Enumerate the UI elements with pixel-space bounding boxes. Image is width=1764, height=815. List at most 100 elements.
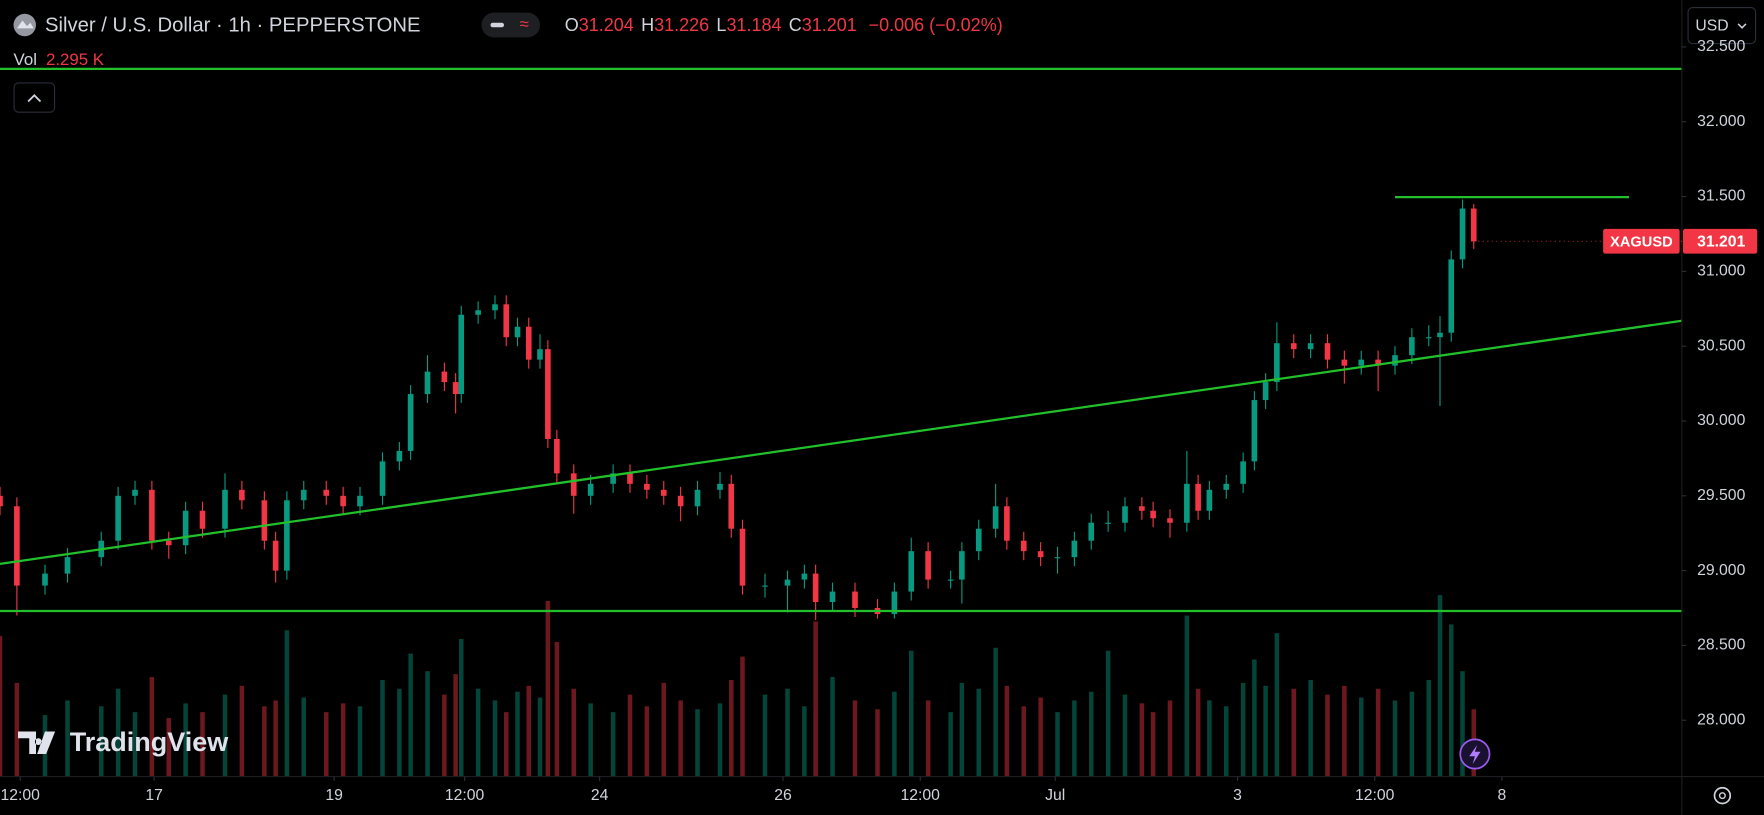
volume-bar — [1055, 712, 1060, 777]
volume-bar — [875, 709, 880, 777]
x-tick-label: 12:00 — [1, 787, 41, 804]
ohlc-label: C — [789, 15, 802, 35]
volume-bar — [1325, 694, 1330, 777]
candle-body — [458, 314, 465, 395]
currency-button[interactable] — [1687, 7, 1757, 45]
x-tick-label: Jul — [1045, 787, 1065, 804]
plot-area — [0, 67, 1683, 777]
candle-body — [1358, 359, 1365, 366]
x-tick-label: 19 — [325, 787, 343, 804]
volume-bar — [99, 706, 104, 777]
toggle[interactable] — [481, 12, 541, 38]
candle-body — [1054, 557, 1061, 559]
candle-body — [1150, 510, 1156, 519]
collapse-button[interactable] — [13, 82, 56, 113]
volume-bar — [1224, 706, 1229, 777]
candle-body — [1425, 337, 1432, 339]
candle-body — [545, 349, 551, 439]
volume-bar — [1291, 688, 1296, 777]
candle-body — [165, 540, 172, 546]
volume-bar — [459, 639, 464, 777]
volume-bar — [380, 679, 385, 777]
candle-body — [1448, 259, 1455, 333]
x-tick-label: 24 — [591, 787, 609, 804]
volume-bar — [610, 712, 616, 777]
toggle-icon: ≈ — [520, 14, 529, 33]
candle-body — [801, 573, 808, 580]
candle-body — [1341, 359, 1348, 366]
y-tick-label: 29.000 — [1697, 562, 1745, 579]
volume-bar — [453, 674, 458, 777]
volume-bar — [1392, 700, 1398, 777]
volume-bar — [166, 718, 171, 777]
candle-body — [441, 371, 448, 383]
candle-body — [199, 510, 206, 529]
volume-bar — [1409, 691, 1415, 777]
volume-bar — [504, 712, 509, 777]
volume-bar — [993, 647, 998, 777]
symbol-title[interactable]: Silver / U.S. Dollar · 1h · PEPPERSTONE — [45, 14, 420, 36]
x-tick-label: 8 — [1497, 787, 1506, 804]
assistant-icon — [1469, 745, 1481, 765]
collapse-icon — [27, 94, 42, 103]
candle-body — [1262, 382, 1269, 401]
candle-body — [1223, 483, 1230, 490]
volume-bar — [1021, 706, 1026, 777]
candle-body — [587, 483, 594, 496]
volume-bar — [644, 706, 650, 777]
volume-bar — [183, 703, 188, 777]
candle-body — [1167, 518, 1173, 523]
candle-body — [0, 495, 3, 507]
candle-body — [492, 304, 498, 311]
candle-body — [1307, 343, 1314, 350]
candle-body — [784, 579, 791, 586]
volume-bar — [1437, 595, 1443, 777]
candle-body — [514, 326, 521, 338]
volume-bar — [200, 712, 205, 777]
volume-bar — [1449, 624, 1454, 777]
volume-bar — [239, 685, 245, 777]
dropdown-icon — [1737, 23, 1747, 29]
candle-body — [340, 495, 346, 507]
candle-body — [1004, 506, 1010, 541]
volume-bar — [537, 697, 543, 777]
candle-series — [0, 199, 1477, 620]
candle-body — [149, 489, 155, 541]
volume-bar — [554, 641, 560, 777]
ohlc-value: 31.226 — [654, 15, 709, 35]
y-tick-label: 28.500 — [1697, 637, 1745, 654]
volume-bar — [301, 697, 306, 777]
volume-bar — [284, 630, 290, 777]
ohlc-label: H — [641, 15, 654, 35]
y-tick-label: 32.500 — [1697, 38, 1745, 55]
volume-bar — [1004, 685, 1010, 777]
volume-bar — [813, 621, 818, 777]
x-tick-label: 26 — [774, 787, 792, 804]
volume-bar — [1184, 615, 1190, 777]
candle-body — [947, 579, 954, 581]
volume-bar — [762, 694, 768, 777]
volume-bar — [0, 636, 3, 777]
volume-bar — [14, 682, 20, 777]
volume-bar — [852, 700, 858, 777]
settings-button[interactable] — [1713, 786, 1732, 805]
candle-body — [908, 551, 915, 592]
volume-bar — [627, 694, 633, 777]
volume-bar — [1308, 679, 1313, 777]
candle-body — [1139, 506, 1145, 511]
symbol-icon-glyph — [16, 20, 34, 29]
volume-title: Vol — [14, 50, 37, 69]
trend-line — [0, 319, 1683, 565]
candle-body — [829, 591, 836, 603]
candle-body — [992, 506, 999, 529]
volume-bar — [909, 650, 914, 777]
candle-body — [1105, 522, 1111, 524]
candle-body — [739, 528, 746, 586]
x-tick-label: 12:00 — [1355, 787, 1395, 804]
volume-bar — [425, 671, 430, 777]
candle-body — [1122, 506, 1128, 523]
volume-bar — [925, 700, 931, 777]
volume-bar — [976, 688, 981, 777]
volume-bar — [222, 694, 228, 777]
toggle-icon — [490, 22, 504, 28]
